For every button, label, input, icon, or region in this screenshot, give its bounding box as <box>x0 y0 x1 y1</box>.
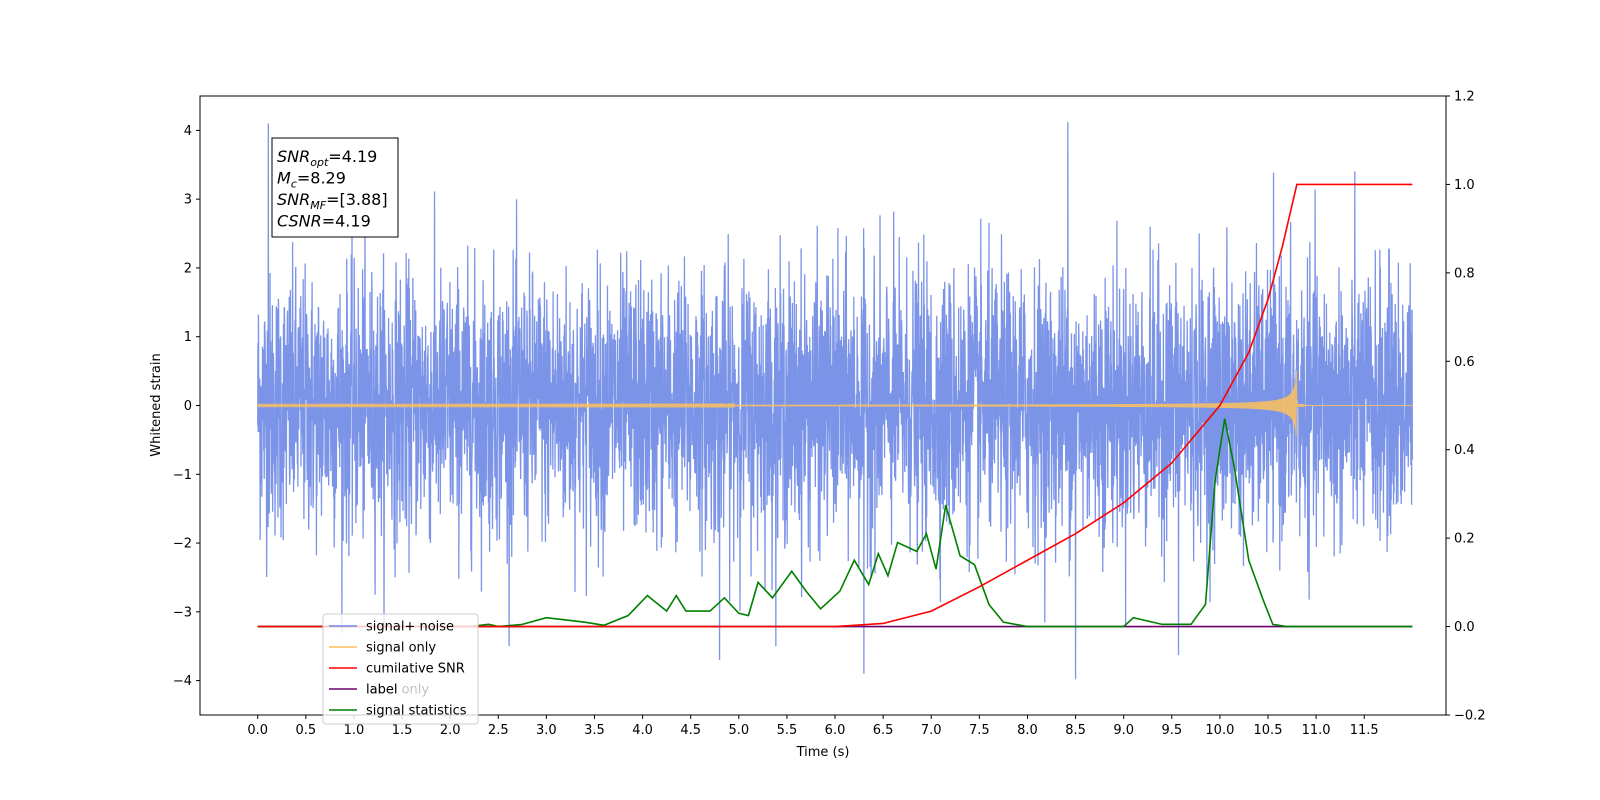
annotation-line: CSNR=4.19 <box>277 212 371 231</box>
x-tick-label: 3.0 <box>536 723 557 738</box>
x-tick-label: 8.0 <box>1017 723 1038 738</box>
annotation-box-frame <box>271 137 399 238</box>
y-left-tick-label: 2 <box>184 261 192 276</box>
legend-entry: label <box>366 683 397 698</box>
x-tick-label: 2.5 <box>488 723 509 738</box>
y-right-tick-label: 0.0 <box>1454 620 1475 635</box>
x-tick-label: 6.0 <box>825 723 846 738</box>
x-tick-label: 6.5 <box>873 723 894 738</box>
x-axis-label: Time (s) <box>796 745 850 760</box>
x-tick-label: 10.5 <box>1254 723 1283 738</box>
x-tick-label: 10.0 <box>1205 723 1234 738</box>
legend-entry: cumilative SNR <box>366 662 465 677</box>
legend: signal+ noise signal only cumilative SNR la… <box>322 613 479 725</box>
y-left-tick-label: −2 <box>173 537 192 552</box>
y-right-tick-label: 1.2 <box>1454 90 1475 105</box>
signal-only-line <box>257 370 1413 436</box>
y-right-tick-label: 0.6 <box>1454 355 1475 370</box>
y-left-tick-label: −3 <box>173 605 192 620</box>
annotation-line: SNRopt=4.19 <box>277 147 377 169</box>
y-right-tick-label: 1.0 <box>1454 178 1475 193</box>
legend-entry: signal+ noise <box>366 620 454 635</box>
y-right-tick-label: 0.2 <box>1454 532 1475 547</box>
x-axis-ticks: 0.0 0.5 1.0 1.5 2.0 2.5 3.0 3.5 4.0 4.5 5.0 5.5 6.0 6… <box>247 715 1379 738</box>
y-right-tick-label: 0.8 <box>1454 266 1475 281</box>
x-tick-label: 5.5 <box>777 723 798 738</box>
x-tick-label: 4.5 <box>680 723 701 738</box>
x-tick-label: 9.0 <box>1113 723 1134 738</box>
y-left-tick-label: 4 <box>184 124 192 139</box>
y-left-tick-label: −4 <box>173 674 192 689</box>
x-tick-label: 8.5 <box>1065 723 1086 738</box>
signal-noise-layer <box>257 122 1413 680</box>
x-tick-label: 1.0 <box>344 723 365 738</box>
x-tick-label: 0.0 <box>247 723 268 738</box>
x-tick-label: 2.0 <box>440 723 461 738</box>
y-axis-left-ticks: −4 −3 −2 −1 0 1 2 3 4 <box>173 124 200 689</box>
legend-frame <box>322 613 479 725</box>
y-left-tick-label: −1 <box>173 468 192 483</box>
y-left-tick-label: 0 <box>184 399 192 414</box>
y-left-tick-label: 1 <box>184 330 192 345</box>
x-tick-label: 1.5 <box>392 723 413 738</box>
x-tick-label: 9.5 <box>1161 723 1182 738</box>
legend-entry: signal only <box>366 641 436 656</box>
x-tick-label: 11.5 <box>1350 723 1379 738</box>
legend-entry: signal statistics <box>366 704 467 719</box>
signal-noise-line <box>257 122 1413 680</box>
y-axis-left-label: Whitened strain <box>149 353 164 456</box>
y-left-tick-label: 3 <box>184 193 192 208</box>
x-tick-label: 5.0 <box>728 723 749 738</box>
cumilative-snr-line <box>257 183 1413 628</box>
y-right-tick-label: −0.2 <box>1454 709 1486 724</box>
annotation-line: Mc=8.29 <box>277 169 346 191</box>
x-tick-label: 3.5 <box>584 723 605 738</box>
x-tick-label: 7.0 <box>921 723 942 738</box>
signal-statistics-line <box>257 418 1413 628</box>
x-tick-label: 4.0 <box>632 723 653 738</box>
annotation-line: SNRMF=[3.88] <box>277 190 388 212</box>
x-tick-label: 7.5 <box>969 723 990 738</box>
x-tick-label: 0.5 <box>295 723 316 738</box>
x-tick-label: 11.0 <box>1302 723 1331 738</box>
y-axis-right-ticks: −0.2 0.0 0.2 0.4 0.6 0.8 1.0 1.2 <box>1446 90 1486 724</box>
y-right-tick-label: 0.4 <box>1454 443 1475 458</box>
legend-entry: label only <box>366 683 429 698</box>
signal-only-layer <box>257 370 1413 436</box>
